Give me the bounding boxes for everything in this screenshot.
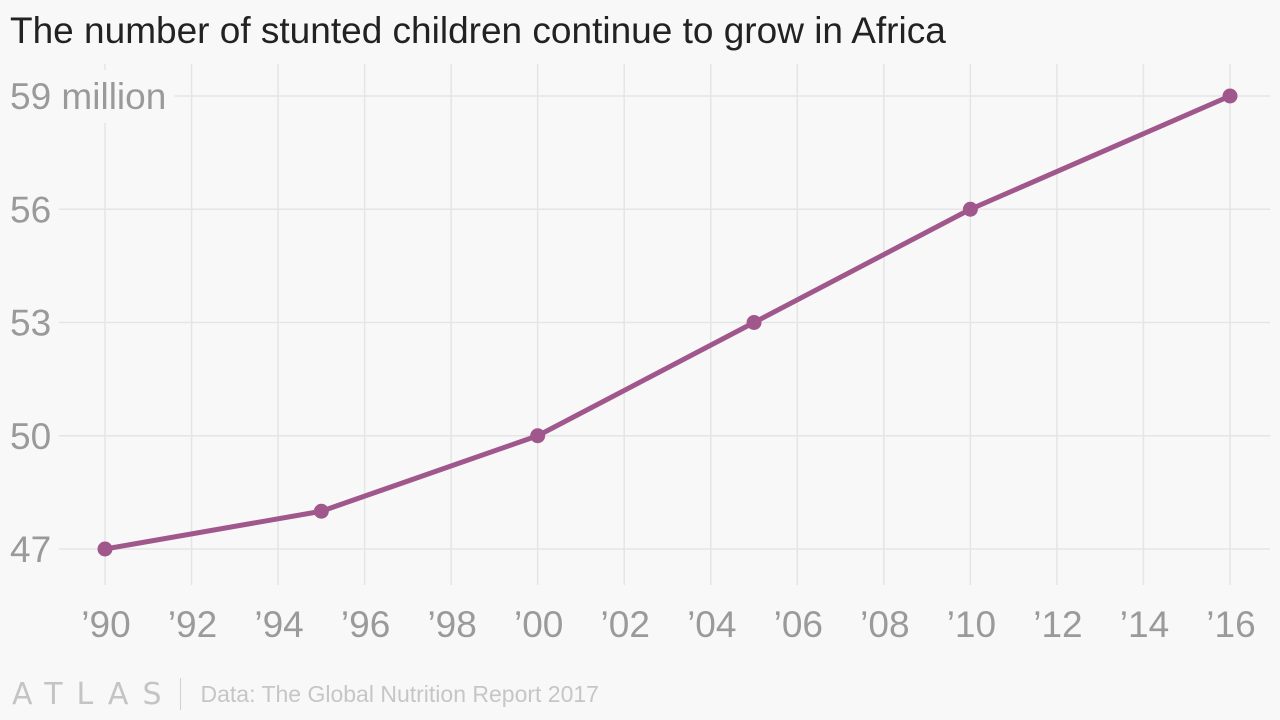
- chart-title: The number of stunted children continue …: [10, 10, 946, 51]
- x-tick-label: ’96: [341, 604, 390, 645]
- footer-divider: [179, 678, 181, 710]
- y-tick-label: 56: [10, 189, 51, 230]
- x-tick-label: ’04: [687, 604, 736, 645]
- data-point: [97, 541, 113, 557]
- data-point: [746, 315, 762, 330]
- x-tick-label: ’16: [1206, 604, 1255, 645]
- x-tick-label: ’14: [1120, 604, 1169, 645]
- series-line: [102, 93, 1233, 552]
- x-tick-label: ’12: [1033, 604, 1082, 645]
- y-tick-label: 47: [10, 529, 51, 570]
- y-axis-ticks: 47 50 53 56 59 million: [0, 70, 175, 576]
- y-tick-label: 59 million: [10, 76, 166, 117]
- y-tick-label-background: [0, 523, 60, 576]
- x-tick-label: ’10: [947, 604, 996, 645]
- y-tick-label-background: [0, 183, 60, 237]
- x-axis-ticks: ’90 ’92 ’94 ’96 ’98 ’00 ’02 ’04 ’06 ’08 ’10 ’12 ’14 ’…: [81, 604, 1255, 645]
- data-point: [1222, 88, 1238, 104]
- x-tick-label: ’92: [168, 604, 217, 645]
- x-tick-label: ’06: [774, 604, 823, 645]
- y-tick-label-background: [0, 70, 175, 123]
- x-tick-label: ’08: [860, 604, 909, 645]
- x-tick-label: ’90: [81, 604, 130, 645]
- data-point: [962, 201, 978, 217]
- x-tick-label: ’00: [514, 604, 563, 645]
- x-tick-label: ’02: [601, 604, 650, 645]
- y-tick-label: 53: [10, 303, 51, 344]
- x-tick-label: ’98: [427, 604, 476, 645]
- y-tick-label-background: [0, 296, 60, 350]
- grid-layer: [0, 64, 1270, 585]
- data-point: [313, 503, 329, 519]
- x-tick-label: ’94: [254, 604, 303, 645]
- atlas-logo: ATLAS: [12, 676, 176, 712]
- footer: ATLAS Data: The Global Nutrition Report …: [12, 676, 599, 712]
- source-note: Data: The Global Nutrition Report 2017: [200, 680, 599, 707]
- y-tick-label: 50: [10, 416, 51, 457]
- data-point: [530, 428, 546, 444]
- series-layer: [97, 88, 1238, 557]
- y-tick-label-background: [0, 409, 60, 463]
